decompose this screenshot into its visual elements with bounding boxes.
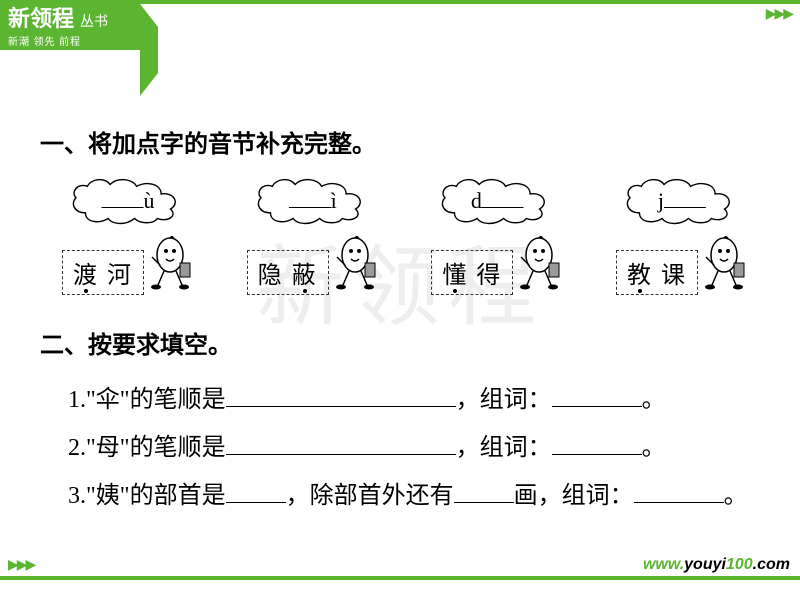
mascot-icon: [150, 235, 194, 295]
pinyin-text: j: [658, 188, 706, 214]
thought-cloud: ì: [243, 175, 383, 227]
pinyin-item: d 懂 得: [417, 175, 577, 295]
bottom-border: [0, 576, 800, 580]
fill-line-2: 2."母"的笔顺是 ，组词： 。: [68, 424, 770, 472]
fill-line-3: 3."姨"的部首是 ，除部首外还有 画，组词： 。: [68, 472, 770, 520]
pinyin-item: ù 渡 河: [48, 175, 208, 295]
word-row: 隐 蔽: [247, 235, 379, 295]
line3-part-c: 画，组词：: [514, 483, 634, 509]
worksheet-content: 一、将加点字的音节补充完整。 ù 渡 河 ì 隐 蔽 d 懂 得 j 教 课 二、按要求…: [0, 4, 800, 520]
fill-blank-lines: 1."伞"的笔顺是 ，组词： 。 2."母"的笔顺是 ，组词： 。 3."姨"的部首是 ，…: [40, 376, 770, 520]
pinyin-text: d: [471, 188, 524, 214]
word-box: 隐 蔽: [247, 250, 329, 295]
word-row: 渡 河: [62, 235, 194, 295]
line2-part-a: 2."母"的笔顺是: [68, 435, 226, 461]
line3-part-a: 3."姨"的部首是: [68, 483, 226, 509]
blank: [552, 454, 642, 455]
arrows-bottom-left-icon: ▶▶▶: [8, 557, 34, 574]
thought-cloud: ù: [58, 175, 198, 227]
thought-cloud: j: [612, 175, 752, 227]
line1-part-a: 1."伞"的笔顺是: [68, 387, 226, 413]
blank: [634, 502, 724, 503]
line2-part-c: 。: [642, 435, 666, 461]
blank: [226, 406, 456, 407]
line1-part-c: 。: [642, 387, 666, 413]
pinyin-text: ù: [102, 188, 155, 214]
mascot-icon: [704, 235, 748, 295]
url-part: www.: [643, 556, 684, 573]
site-url: www.youyi100.com: [643, 556, 790, 574]
word-box: 懂 得: [431, 250, 513, 295]
line3-part-d: 。: [724, 483, 748, 509]
thought-cloud: d: [427, 175, 567, 227]
line3-part-b: ，除部首外还有: [286, 483, 454, 509]
section-2-title: 二、按要求填空。: [40, 325, 770, 360]
url-part: 100: [726, 556, 753, 573]
pinyin-item: j 教 课: [602, 175, 762, 295]
word-box: 教 课: [616, 250, 698, 295]
pinyin-bubble-row: ù 渡 河 ì 隐 蔽 d 懂 得 j 教 课: [40, 175, 770, 295]
line1-part-b: ，组词：: [456, 387, 552, 413]
word-row: 懂 得: [431, 235, 563, 295]
blank: [226, 454, 456, 455]
mascot-icon: [335, 235, 379, 295]
url-part: .com: [753, 556, 790, 573]
blank: [226, 502, 286, 503]
word-row: 教 课: [616, 235, 748, 295]
section-1-title: 一、将加点字的音节补充完整。: [40, 124, 770, 159]
line2-part-b: ，组词：: [456, 435, 552, 461]
blank: [552, 406, 642, 407]
fill-line-1: 1."伞"的笔顺是 ，组词： 。: [68, 376, 770, 424]
mascot-icon: [519, 235, 563, 295]
blank: [454, 502, 514, 503]
word-box: 渡 河: [62, 250, 144, 295]
pinyin-text: ì: [289, 188, 337, 214]
pinyin-item: ì 隐 蔽: [233, 175, 393, 295]
url-part: youyi: [684, 556, 726, 573]
